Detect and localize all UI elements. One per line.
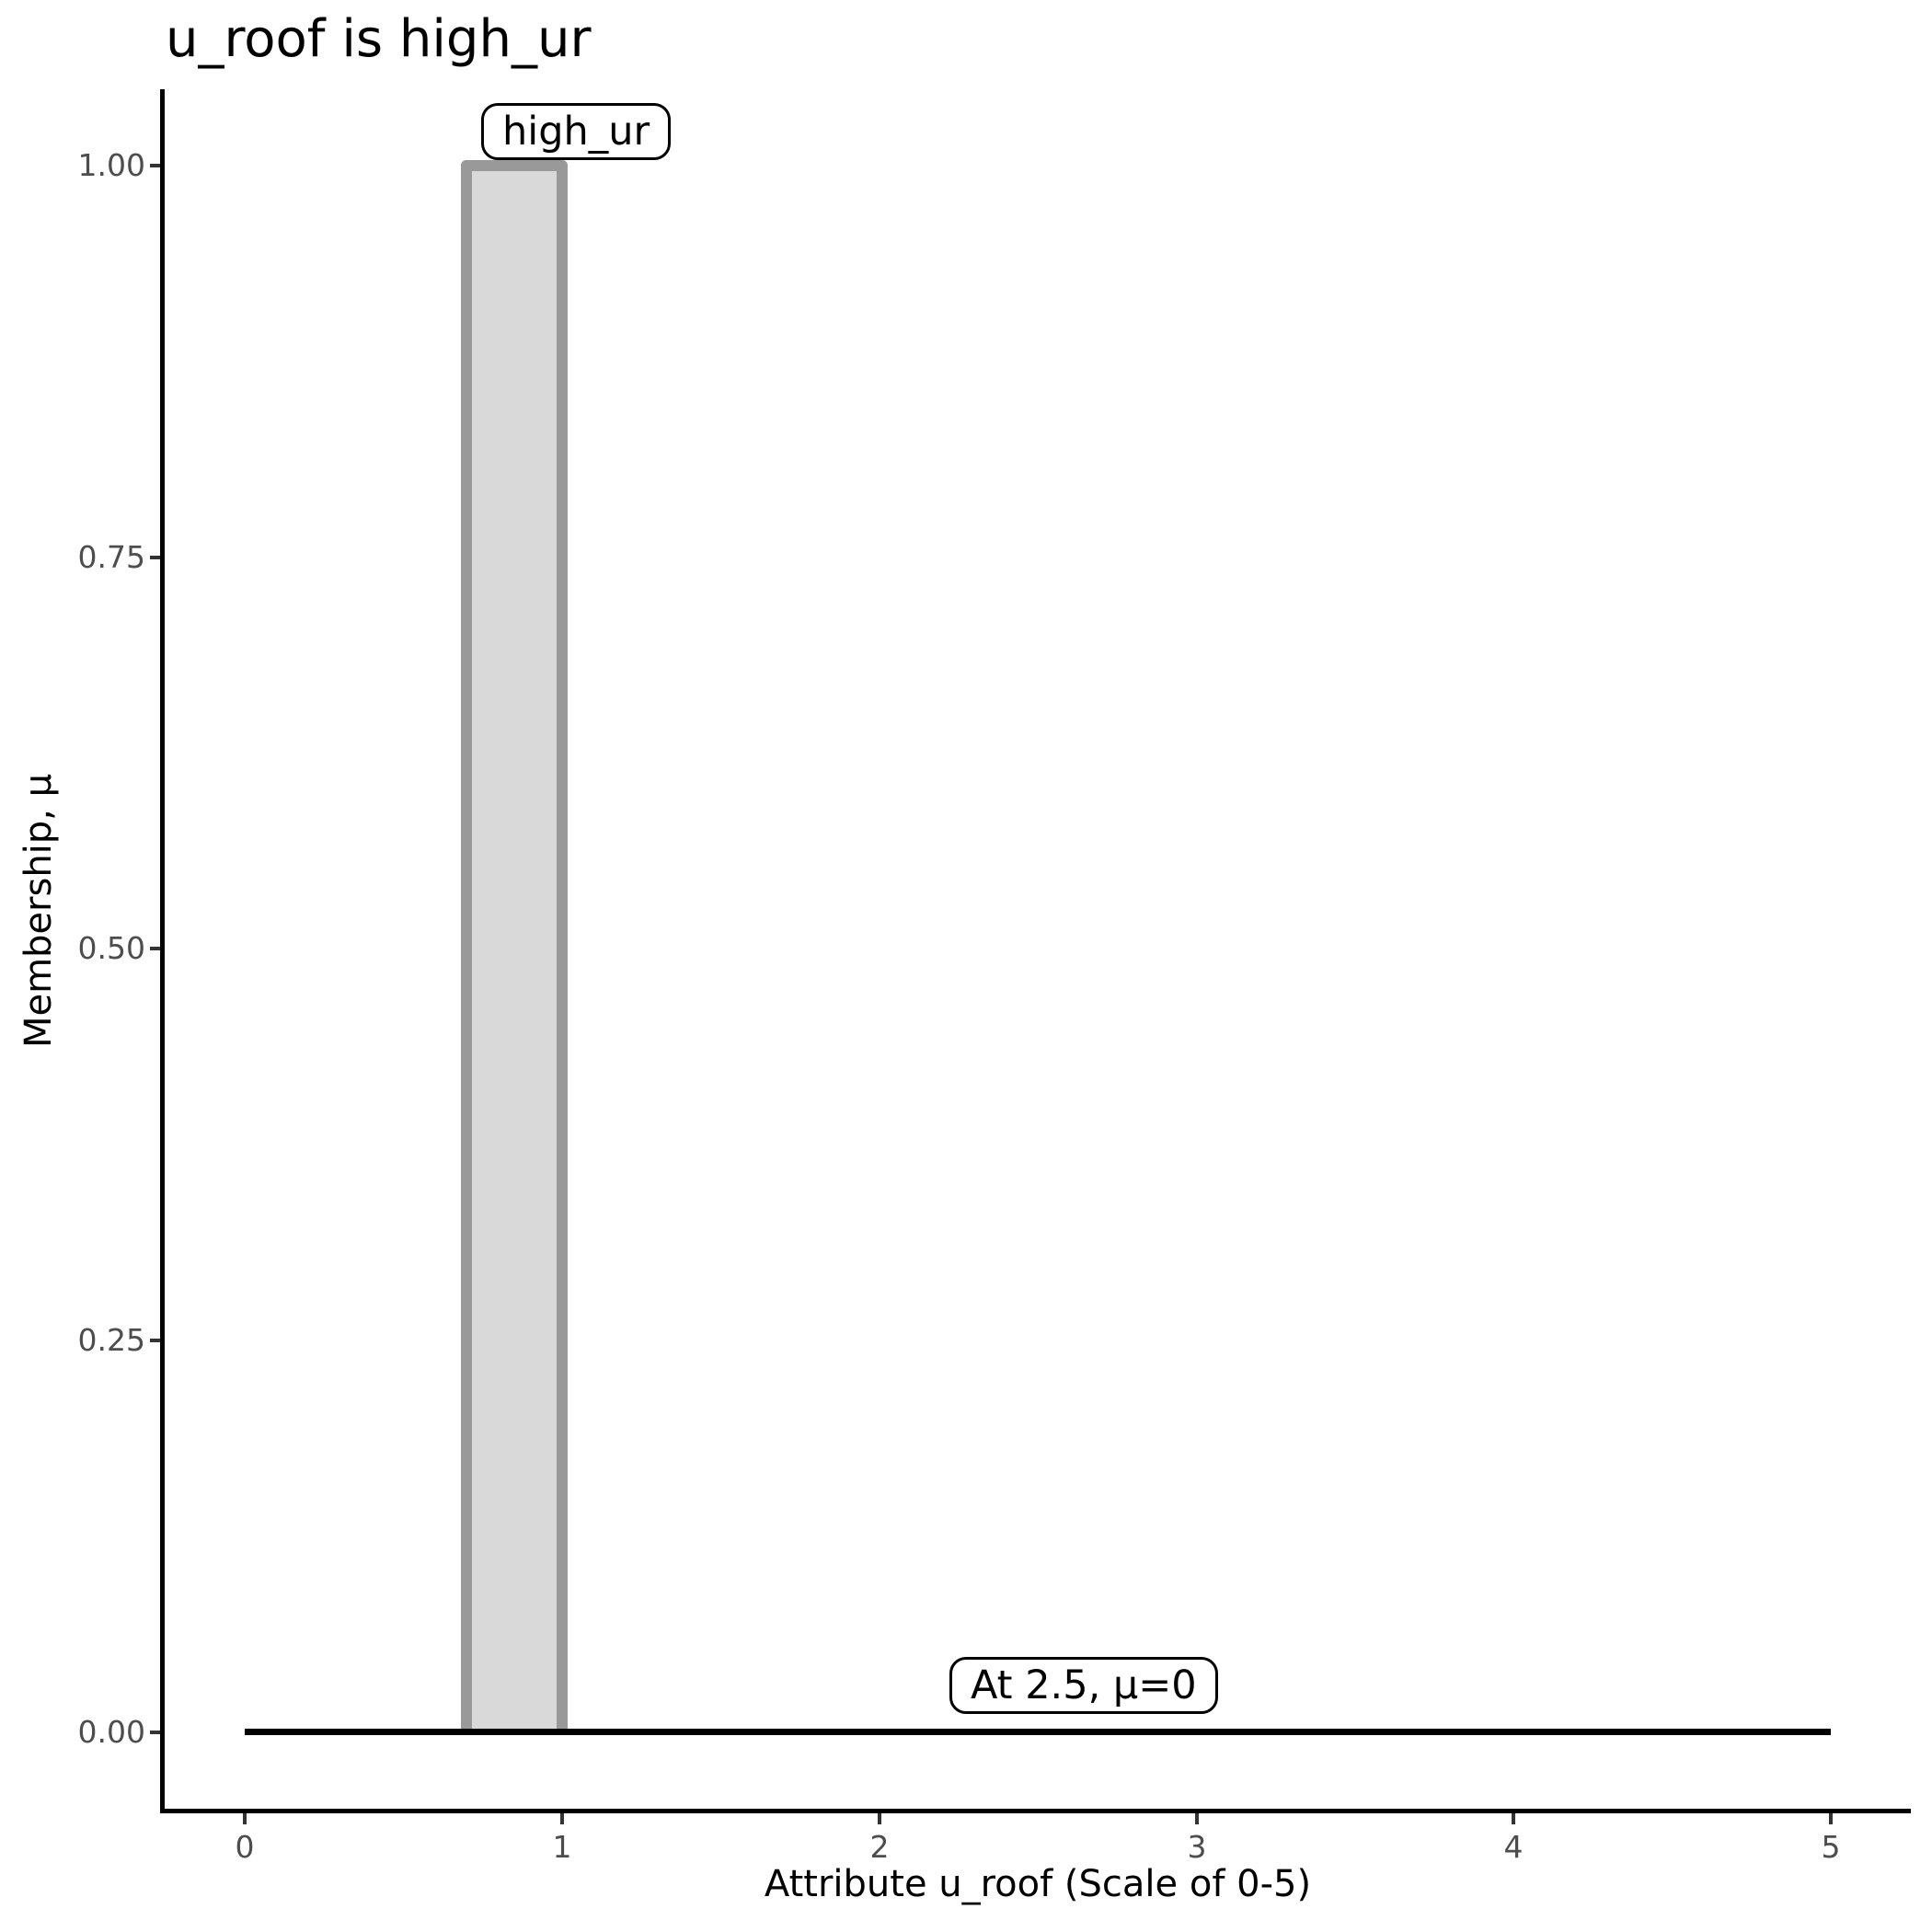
membership-zero-line: [245, 1729, 1831, 1735]
x-tick-4: [1512, 1813, 1515, 1824]
x-tick-2: [878, 1813, 881, 1824]
x-tick-label-3: 3: [1187, 1829, 1207, 1865]
y-tick-0.75: [150, 556, 160, 559]
x-axis-line: [160, 1809, 1911, 1813]
x-tick-label-4: 4: [1503, 1829, 1524, 1865]
at-2.5-mu-0-annotation-label: At 2.5, μ=0: [949, 1657, 1218, 1714]
x-tick-1: [560, 1813, 564, 1824]
y-axis-line: [160, 89, 165, 1812]
y-tick-label-0.00: 0.00: [77, 1714, 145, 1750]
x-tick-5: [1829, 1813, 1833, 1824]
x-tick-3: [1195, 1813, 1199, 1824]
y-tick-label-1.00: 1.00: [77, 147, 145, 183]
high-ur-annotation-label: high_ur: [481, 103, 672, 160]
x-tick-label-5: 5: [1821, 1829, 1841, 1865]
y-tick-0.00: [150, 1731, 160, 1734]
y-tick-label-0.50: 0.50: [77, 930, 145, 966]
x-tick-label-1: 1: [552, 1829, 572, 1865]
x-tick-label-0: 0: [235, 1829, 255, 1865]
y-axis-title: Membership, μ: [17, 773, 60, 1049]
y-tick-0.50: [150, 947, 160, 950]
chart-title: u_roof is high_ur: [166, 9, 592, 69]
x-tick-0: [243, 1813, 247, 1824]
y-tick-1.00: [150, 164, 160, 167]
x-axis-title: Attribute u_roof (Scale of 0-5): [764, 1863, 1312, 1905]
x-tick-label-2: 2: [869, 1829, 890, 1865]
y-tick-0.25: [150, 1339, 160, 1342]
high-ur-membership-bar: [461, 160, 568, 1735]
y-tick-label-0.25: 0.25: [77, 1322, 145, 1358]
y-tick-label-0.75: 0.75: [77, 539, 145, 575]
